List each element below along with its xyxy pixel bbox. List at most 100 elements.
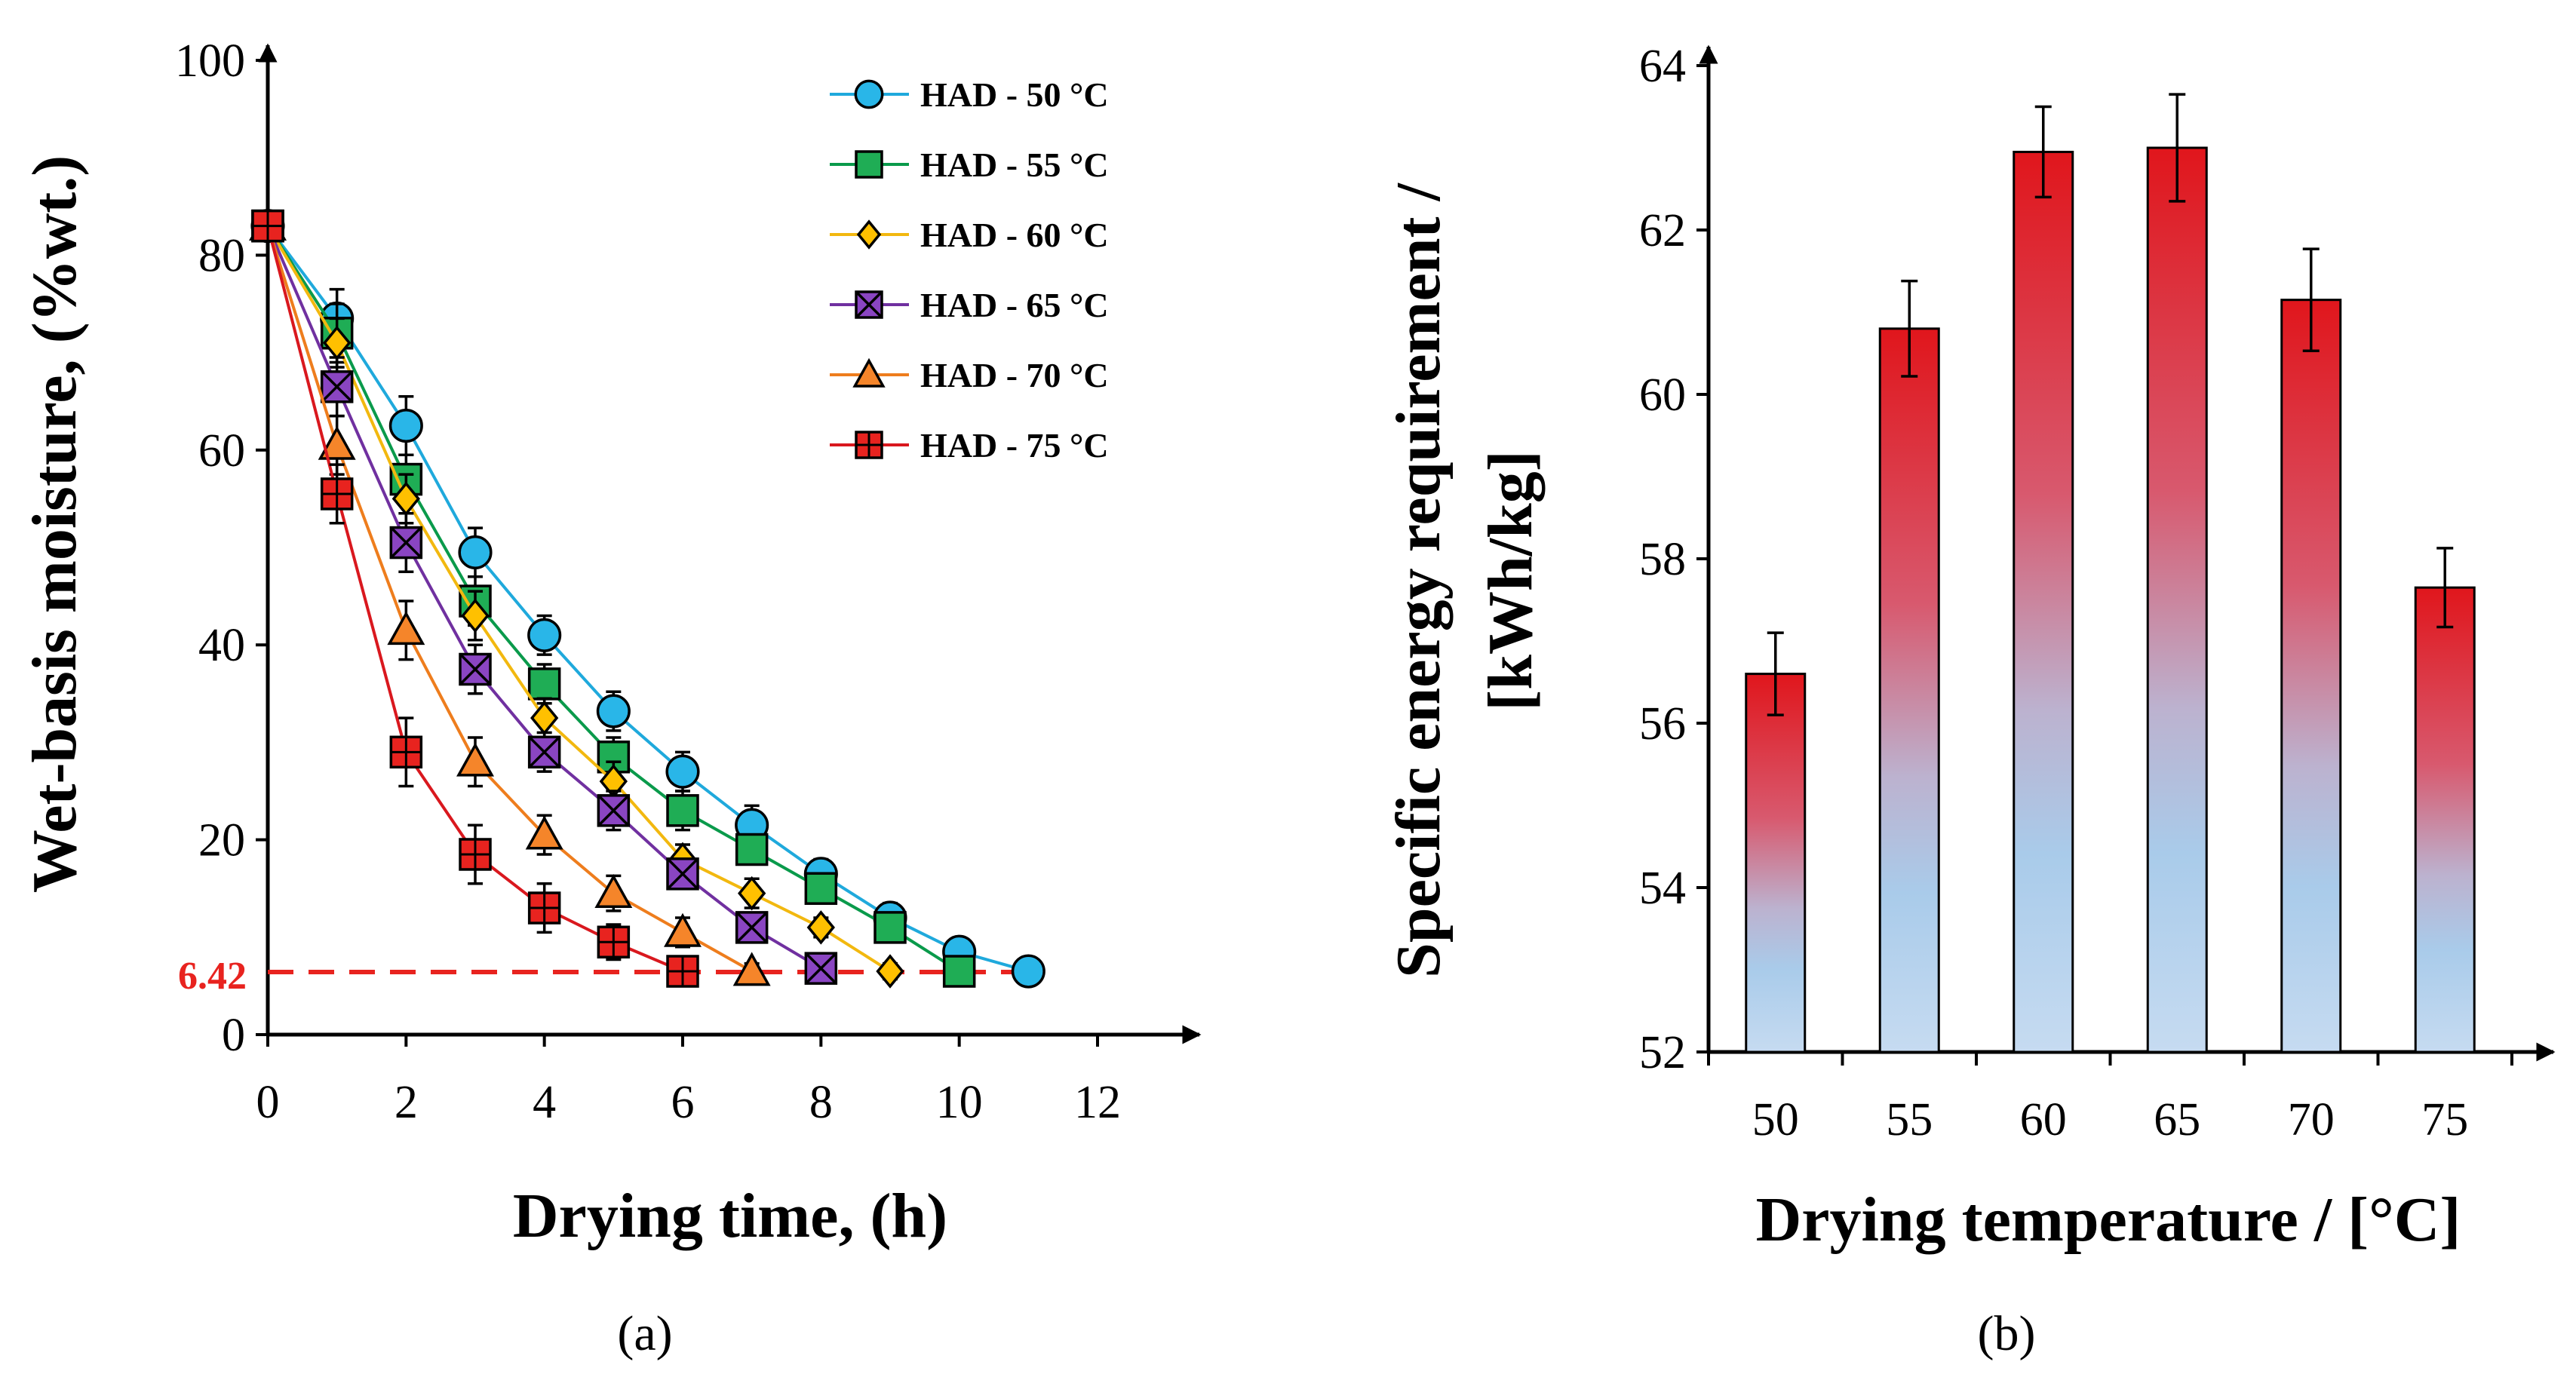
data-point [666,857,699,891]
y-tick-label: 40 [198,620,245,671]
moisture-series-group [249,207,1045,989]
x-tick-label: 2 [395,1077,418,1128]
legend-label: HAD - 75 °C [920,426,1109,465]
series-had-75 [251,209,699,988]
legend: HAD - 50 °C HAD - 55 °C HAD - 60 °C HAD - 6… [830,75,1109,465]
data-point [459,838,492,871]
y-tick-label: 60 [198,425,245,477]
data-point [459,652,492,686]
x-axis-title-drying-time: Drying time, (h) [513,1181,947,1251]
legend-label: HAD - 50 °C [920,75,1109,114]
data-point [527,735,561,769]
reference-line-label: 6.42 [178,955,247,998]
data-point [664,912,702,947]
panel-label-b: (b) [1978,1306,2036,1361]
y-tick-label: 54 [1639,863,1686,914]
series-had-50 [250,209,1045,989]
legend-item-50: HAD - 50 °C [830,75,1109,114]
bar-55 [1878,327,1940,1053]
data-point [594,874,633,909]
legend-label: HAD - 55 °C [920,146,1109,184]
data-point [251,209,284,243]
error-bar [2034,105,2052,199]
y-tick-label: 56 [1639,698,1686,750]
series-line [266,225,1029,973]
error-bar [1901,279,1918,378]
legend-marker [855,431,883,459]
x-tick-label: 12 [1074,1077,1121,1128]
legend-item-55: HAD - 55 °C [830,146,1109,184]
error-bar [1767,631,1784,716]
data-point [804,952,838,985]
series-had-65 [251,209,838,985]
x-tick-label: 4 [533,1077,556,1128]
energy-bar-chart: 52 54 56 58 60 62 64 50 55 60 65 70 75 Drying temper… [1383,41,2556,1255]
data-point [738,876,766,911]
x-tick-label: 60 [2020,1094,2067,1145]
y-tick-label: 100 [175,35,245,87]
x-axis-title-drying-temperature: Drying temperature / [°C] [1756,1185,2461,1255]
data-point [732,952,771,986]
error-bar [2436,547,2454,629]
data-point [525,815,563,850]
data-point [597,741,631,774]
y-tick-label: 62 [1639,205,1686,256]
legend-label: HAD - 70 °C [920,356,1109,394]
data-point [596,694,631,728]
y-tick-label: 64 [1639,41,1686,92]
data-point [320,477,354,511]
legend-item-60: HAD - 60 °C [830,216,1109,254]
data-point [804,872,838,905]
data-point [387,611,425,646]
legend-label: HAD - 65 °C [920,286,1109,324]
data-point [527,667,561,701]
data-point [458,535,493,570]
series-had-60 [253,208,904,989]
energy-bars-group [1745,93,2476,1053]
data-point [666,794,699,827]
data-point [735,833,769,866]
y-tick-label: 20 [198,815,245,866]
bar-65 [2146,146,2208,1053]
data-point [874,911,907,944]
bar-group-55 [1878,279,1940,1053]
legend-marker [854,79,884,109]
x-tick-label: 10 [936,1077,983,1128]
y-tick-label: 60 [1639,370,1686,421]
reference-line-group: 6.42 [178,955,1029,998]
legend-item-75: HAD - 75 °C [830,426,1109,465]
series-line [266,225,892,973]
data-point [665,754,700,789]
data-point [806,910,835,945]
data-point [527,891,561,925]
error-bar [2169,93,2186,203]
bar-group-65 [2146,93,2208,1053]
series-had-55 [251,209,976,988]
x-tick-label: 65 [2154,1094,2200,1145]
x-tick-label: 70 [2288,1094,2335,1145]
legend-item-70: HAD - 70 °C [830,356,1109,394]
data-point [388,408,423,443]
data-point [318,425,356,460]
legend-marker [852,357,886,388]
series-line [266,225,960,973]
data-point [942,955,976,988]
panel-label-a: (a) [617,1306,672,1361]
bar-75 [2414,586,2476,1053]
y-tick-label: 52 [1639,1027,1686,1078]
x-tick-label: 8 [809,1077,833,1128]
error-bar [2302,247,2320,352]
legend-label: HAD - 60 °C [920,216,1109,254]
y-tick-label: 0 [222,1010,245,1061]
data-point [666,955,699,988]
data-point [527,618,562,652]
data-point [597,794,631,827]
legend-marker [855,150,883,179]
x-tick-label: 75 [2421,1094,2468,1145]
data-point [389,735,423,769]
y-axis-title-energy-line2: [kWh/kg] [1475,450,1546,710]
data-point [461,598,490,633]
legend-marker [856,219,882,250]
data-point [320,370,354,403]
